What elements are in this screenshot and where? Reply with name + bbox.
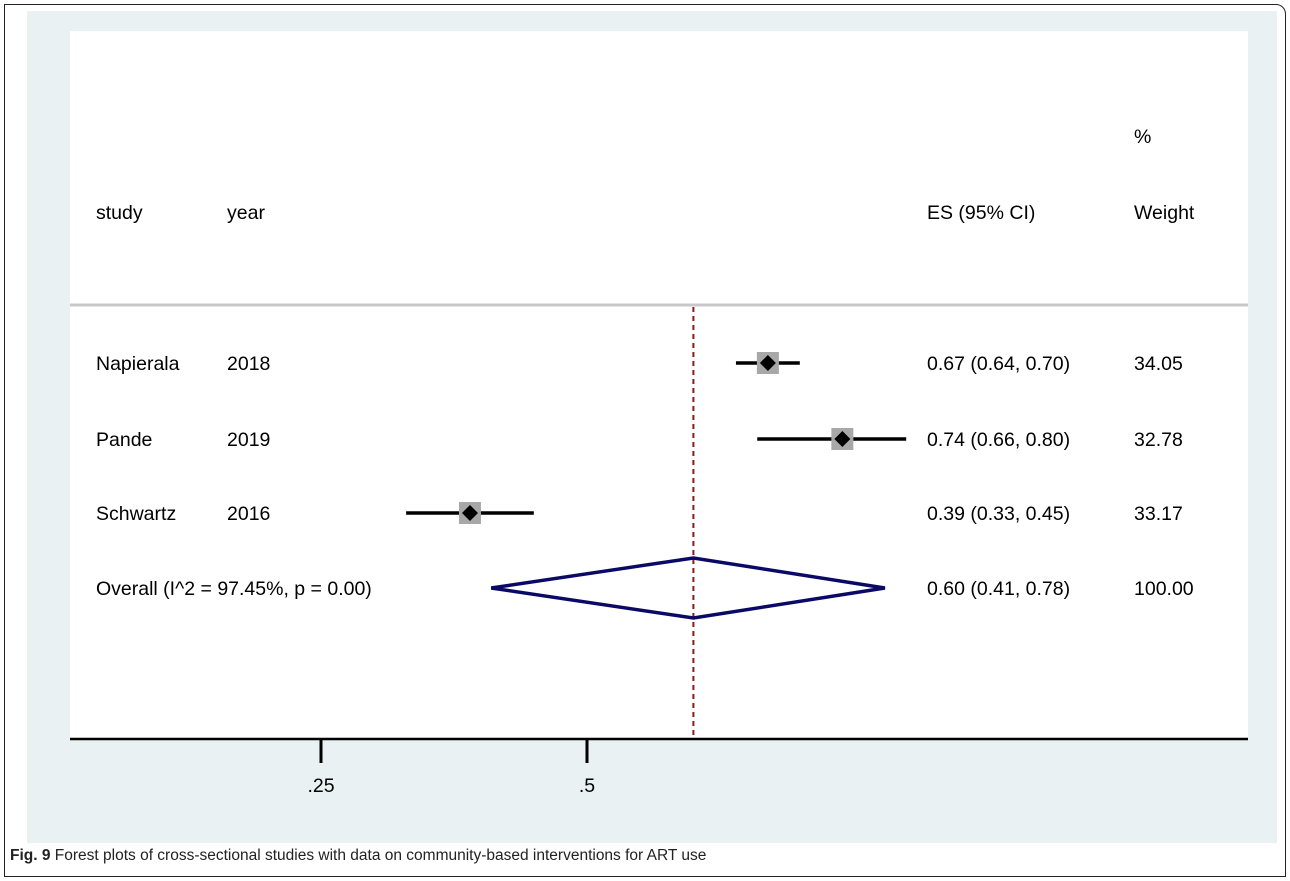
header-weight-percent: % bbox=[1134, 126, 1151, 148]
point-estimate bbox=[759, 355, 776, 371]
figure-frame: % study year ES (95% CI) Weight Napieral… bbox=[4, 4, 1286, 877]
figure-caption: Fig. 9 Forest plots of cross-sectional s… bbox=[10, 847, 1270, 865]
figure-caption-text: Forest plots of cross-sectional studies … bbox=[50, 847, 707, 864]
study-row-pande: Pande 2019 0.74 (0.66, 0.80) 32.78 bbox=[96, 428, 1183, 451]
header-es: ES (95% CI) bbox=[927, 202, 1035, 224]
point-estimate bbox=[461, 505, 478, 521]
figure-label: Fig. 9 bbox=[10, 847, 51, 864]
x-axis-ticks: .25 .5 bbox=[307, 739, 595, 797]
overall-es-ci-label: 0.60 (0.41, 0.78) bbox=[927, 578, 1070, 600]
es-ci-label: 0.39 (0.33, 0.45) bbox=[927, 503, 1070, 525]
overall-label: Overall (I^2 = 97.45%, p = 0.00) bbox=[96, 578, 372, 600]
study-name: Pande bbox=[96, 429, 152, 451]
tick-label: .25 bbox=[307, 775, 334, 797]
study-name: Napierala bbox=[96, 353, 180, 375]
header-study: study bbox=[96, 202, 143, 224]
plot-inner-panel bbox=[70, 31, 1248, 739]
study-year: 2016 bbox=[227, 503, 270, 525]
tick-label: .5 bbox=[579, 775, 595, 797]
header-weight: Weight bbox=[1134, 202, 1195, 224]
overall-row: Overall (I^2 = 97.45%, p = 0.00) 0.60 (0.… bbox=[96, 556, 1194, 620]
study-year: 2019 bbox=[227, 429, 270, 451]
weight-label: 33.17 bbox=[1134, 503, 1183, 525]
weight-label: 34.05 bbox=[1134, 353, 1183, 375]
forest-plot: % study year ES (95% CI) Weight Napieral… bbox=[70, 31, 1248, 797]
overall-diamond bbox=[490, 556, 886, 620]
study-name: Schwartz bbox=[96, 503, 176, 525]
study-row-schwartz: Schwartz 2016 0.39 (0.33, 0.45) 33.17 bbox=[96, 502, 1183, 525]
es-ci-label: 0.67 (0.64, 0.70) bbox=[927, 353, 1070, 375]
weight-label: 32.78 bbox=[1134, 429, 1183, 451]
study-rows: Napierala 2018 0.67 (0.64, 0.70) 34.05 Pande… bbox=[96, 352, 1183, 525]
study-row-napierala: Napierala 2018 0.67 (0.64, 0.70) 34.05 bbox=[96, 352, 1183, 375]
plot-area: % study year ES (95% CI) Weight Napieral… bbox=[27, 11, 1277, 843]
study-year: 2018 bbox=[227, 353, 270, 375]
es-ci-label: 0.74 (0.66, 0.80) bbox=[927, 429, 1070, 451]
overall-weight-label: 100.00 bbox=[1134, 578, 1194, 600]
point-estimate bbox=[834, 431, 851, 447]
header-year: year bbox=[227, 202, 265, 224]
